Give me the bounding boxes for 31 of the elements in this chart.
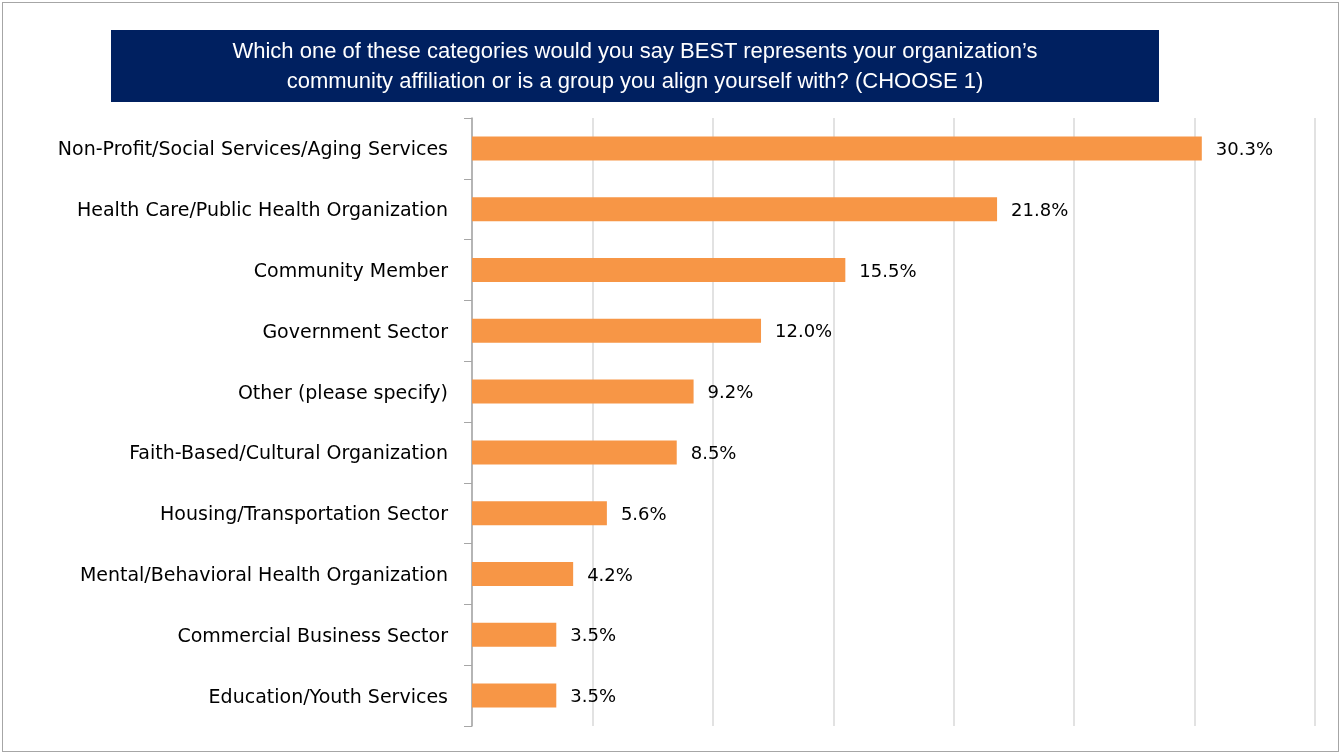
bar (472, 562, 574, 586)
data-label: 4.2% (587, 563, 633, 585)
bar (472, 136, 1202, 161)
data-label: 30.3% (1215, 137, 1273, 159)
data-label: 21.8% (1011, 198, 1069, 220)
bar (472, 501, 607, 526)
data-label: 9.2% (707, 381, 754, 403)
y-tick-label: Education/Youth Services (208, 684, 448, 707)
bar (472, 683, 557, 708)
y-tick-label: Commercial Business Sector (177, 623, 449, 646)
data-label: 8.5% (690, 441, 737, 463)
y-tick-label: Health Care/Public Health Organization (77, 198, 448, 221)
y-tick-label: Mental/Behavioral Health Organization (79, 563, 448, 585)
data-label: 15.5% (859, 259, 917, 281)
bar (472, 440, 677, 465)
data-label: 3.5% (570, 624, 617, 646)
bar (472, 622, 557, 647)
y-tick-label: Other (please specify) (237, 380, 448, 403)
bar (472, 318, 762, 343)
y-tick-label: Community Member (253, 259, 449, 281)
bar (472, 379, 694, 404)
y-tick-label: Housing/Transportation Sector (160, 502, 449, 525)
bar (472, 258, 846, 282)
y-tick-label: Government Sector (262, 319, 449, 342)
data-label: 5.6% (620, 502, 667, 524)
data-label: 12.0% (775, 320, 833, 342)
data-label: 3.5% (570, 685, 617, 707)
bar (472, 197, 998, 222)
chart-title: Which one of these categories would you say BEST represents your organization’s community affiliation or is a group you align yourself with? (CHOOSE 1) (111, 30, 1159, 102)
y-tick-label: Non-Profit/Social Services/Aging Services (57, 137, 448, 160)
y-tick-label: Faith-Based/Cultural Organization (129, 441, 448, 464)
